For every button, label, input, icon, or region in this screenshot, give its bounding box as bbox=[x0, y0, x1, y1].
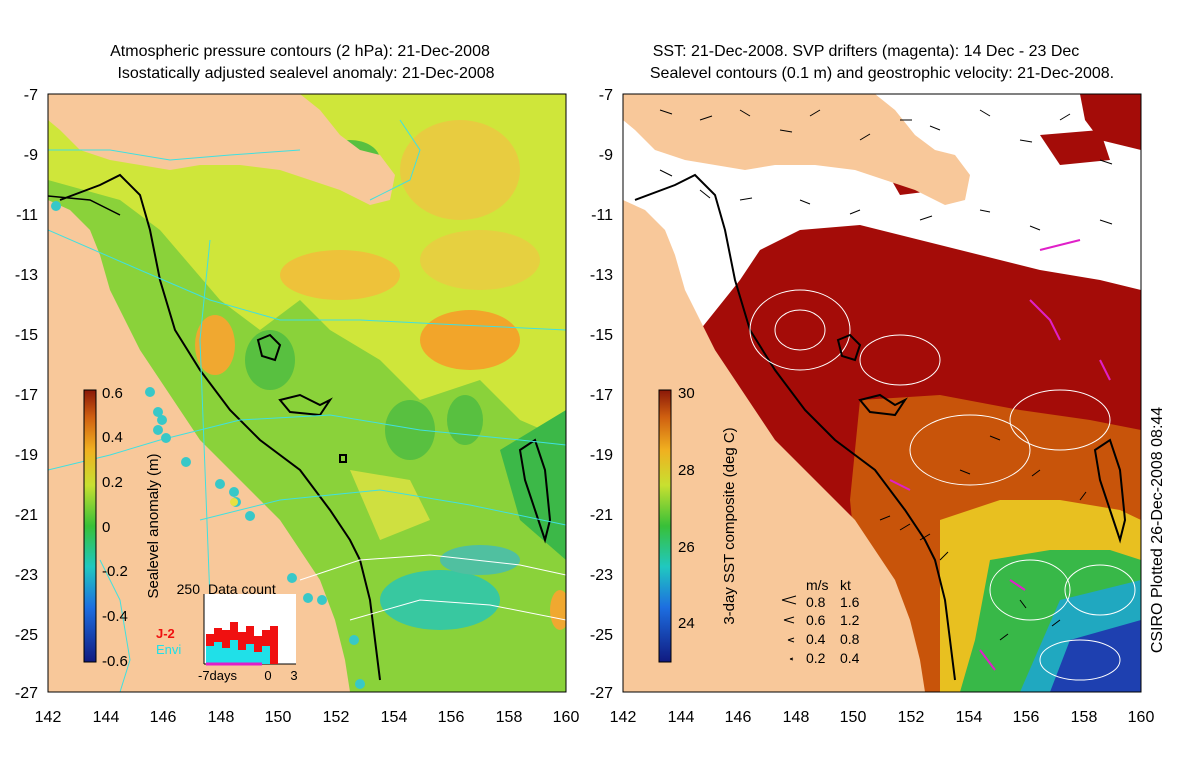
y-tick: -21 bbox=[15, 507, 38, 524]
velocity-legend-arrows bbox=[781, 595, 797, 661]
y-tick: -13 bbox=[15, 267, 38, 284]
colorbar-tick: 26 bbox=[678, 539, 695, 556]
x-tick: 142 bbox=[35, 709, 62, 726]
y-tick: -27 bbox=[15, 685, 38, 702]
colorbar-tick: 0.6 bbox=[102, 385, 123, 402]
x-tick: 146 bbox=[150, 709, 177, 726]
left-title-line2: Isostatically adjusted sealevel anomaly:… bbox=[117, 65, 494, 82]
inset-x-tick: 0 bbox=[264, 668, 271, 683]
left-y-ticks: -7 -9 -11 -13 -15 -17 -19 -21 -23 -25 -2… bbox=[15, 87, 38, 702]
y-tick: -7 bbox=[24, 87, 38, 104]
colorbar-tick: 0 bbox=[102, 519, 110, 536]
sst-colorbar bbox=[658, 389, 672, 663]
y-tick: -9 bbox=[24, 147, 38, 164]
x-tick: 158 bbox=[496, 709, 523, 726]
right-title-line2: Sealevel contours (0.1 m) and geostrophi… bbox=[650, 65, 1114, 82]
velocity-ms: 0.6 bbox=[806, 612, 826, 628]
colorbar-tick: 0.2 bbox=[102, 474, 123, 491]
sla-colorbar bbox=[83, 389, 97, 663]
x-tick: 154 bbox=[381, 709, 408, 726]
y-tick: -21 bbox=[590, 507, 613, 524]
left-x-ticks: 142 144 146 148 150 152 154 156 158 160 bbox=[35, 709, 580, 726]
colorbar-tick: 24 bbox=[678, 615, 695, 632]
x-tick: 144 bbox=[93, 709, 120, 726]
x-tick: 146 bbox=[725, 709, 752, 726]
right-title-line1: SST: 21-Dec-2008. SVP drifters (magenta)… bbox=[653, 43, 1080, 60]
y-tick: -27 bbox=[590, 685, 613, 702]
velocity-legend: m/s kt 0.8 1.6 0.6 1.2 0.4 0.8 0.2 0.4 bbox=[806, 577, 860, 666]
y-tick: -25 bbox=[590, 627, 613, 644]
colorbar-tick: -0.6 bbox=[102, 653, 128, 670]
y-tick: -17 bbox=[15, 387, 38, 404]
y-tick: -9 bbox=[599, 147, 613, 164]
right-x-ticks: 142 144 146 148 150 152 154 156 158 160 bbox=[610, 709, 1155, 726]
x-tick: 156 bbox=[438, 709, 465, 726]
y-tick: -11 bbox=[16, 207, 38, 224]
x-tick: 156 bbox=[1013, 709, 1040, 726]
colorbar-tick: 30 bbox=[678, 385, 695, 402]
y-tick: -7 bbox=[599, 87, 613, 104]
y-tick: -19 bbox=[590, 447, 613, 464]
velocity-header-kt: kt bbox=[840, 577, 851, 593]
colorbar-tick: -0.2 bbox=[102, 563, 128, 580]
x-tick: 150 bbox=[840, 709, 867, 726]
velocity-ms: 0.4 bbox=[806, 631, 826, 647]
velocity-kt: 1.2 bbox=[840, 612, 860, 628]
x-tick: 142 bbox=[610, 709, 637, 726]
right-y-ticks: -7 -9 -11 -13 -15 -17 -19 -21 -23 -25 -2… bbox=[590, 87, 613, 702]
x-tick: 158 bbox=[1071, 709, 1098, 726]
velocity-kt: 0.4 bbox=[840, 650, 860, 666]
velocity-ms: 0.8 bbox=[806, 594, 826, 610]
credit: CSIRO Plotted 26-Dec-2008 08:44 bbox=[1149, 407, 1166, 653]
inset-legend-envi: Envi bbox=[156, 642, 181, 657]
y-tick: -11 bbox=[591, 207, 613, 224]
velocity-ms: 0.2 bbox=[806, 650, 826, 666]
left-title-line1: Atmospheric pressure contours (2 hPa): 2… bbox=[110, 43, 490, 60]
y-tick: -15 bbox=[15, 327, 38, 344]
x-tick: 154 bbox=[956, 709, 983, 726]
inset-title: Data count bbox=[208, 581, 276, 597]
x-tick: 144 bbox=[668, 709, 695, 726]
x-tick: 148 bbox=[783, 709, 810, 726]
y-tick: -15 bbox=[590, 327, 613, 344]
sst-colorbar-label: 3-day SST composite (deg C) bbox=[721, 427, 738, 624]
left-map bbox=[48, 94, 566, 692]
sla-colorbar-ticks: 0.6 0.4 0.2 0 -0.2 -0.4 -0.6 bbox=[102, 385, 128, 670]
colorbar-tick: 0.4 bbox=[102, 429, 123, 446]
x-tick: 160 bbox=[1128, 709, 1155, 726]
y-tick: -13 bbox=[590, 267, 613, 284]
x-tick: 150 bbox=[265, 709, 292, 726]
sst-colorbar-ticks: 30 28 26 24 bbox=[678, 385, 695, 632]
velocity-kt: 0.8 bbox=[840, 631, 860, 647]
inset-x-tick: 3 bbox=[290, 668, 297, 683]
x-tick: 152 bbox=[898, 709, 925, 726]
x-tick: 148 bbox=[208, 709, 235, 726]
sla-colorbar-label: Sealevel anomaly (m) bbox=[145, 453, 162, 598]
inset-legend-j2: J-2 bbox=[156, 626, 175, 641]
inset-x-tick: -7days bbox=[198, 668, 238, 683]
inset-max: 250 bbox=[177, 581, 201, 597]
x-tick: 152 bbox=[323, 709, 350, 726]
y-tick: -19 bbox=[15, 447, 38, 464]
right-map bbox=[623, 94, 1141, 692]
data-count-inset bbox=[203, 594, 296, 666]
x-tick: 160 bbox=[553, 709, 580, 726]
y-tick: -25 bbox=[15, 627, 38, 644]
y-tick: -23 bbox=[590, 567, 613, 584]
colorbar-tick: 28 bbox=[678, 462, 695, 479]
velocity-kt: 1.6 bbox=[840, 594, 860, 610]
y-tick: -23 bbox=[15, 567, 38, 584]
colorbar-tick: -0.4 bbox=[102, 608, 128, 625]
y-tick: -17 bbox=[590, 387, 613, 404]
velocity-header-ms: m/s bbox=[806, 577, 829, 593]
